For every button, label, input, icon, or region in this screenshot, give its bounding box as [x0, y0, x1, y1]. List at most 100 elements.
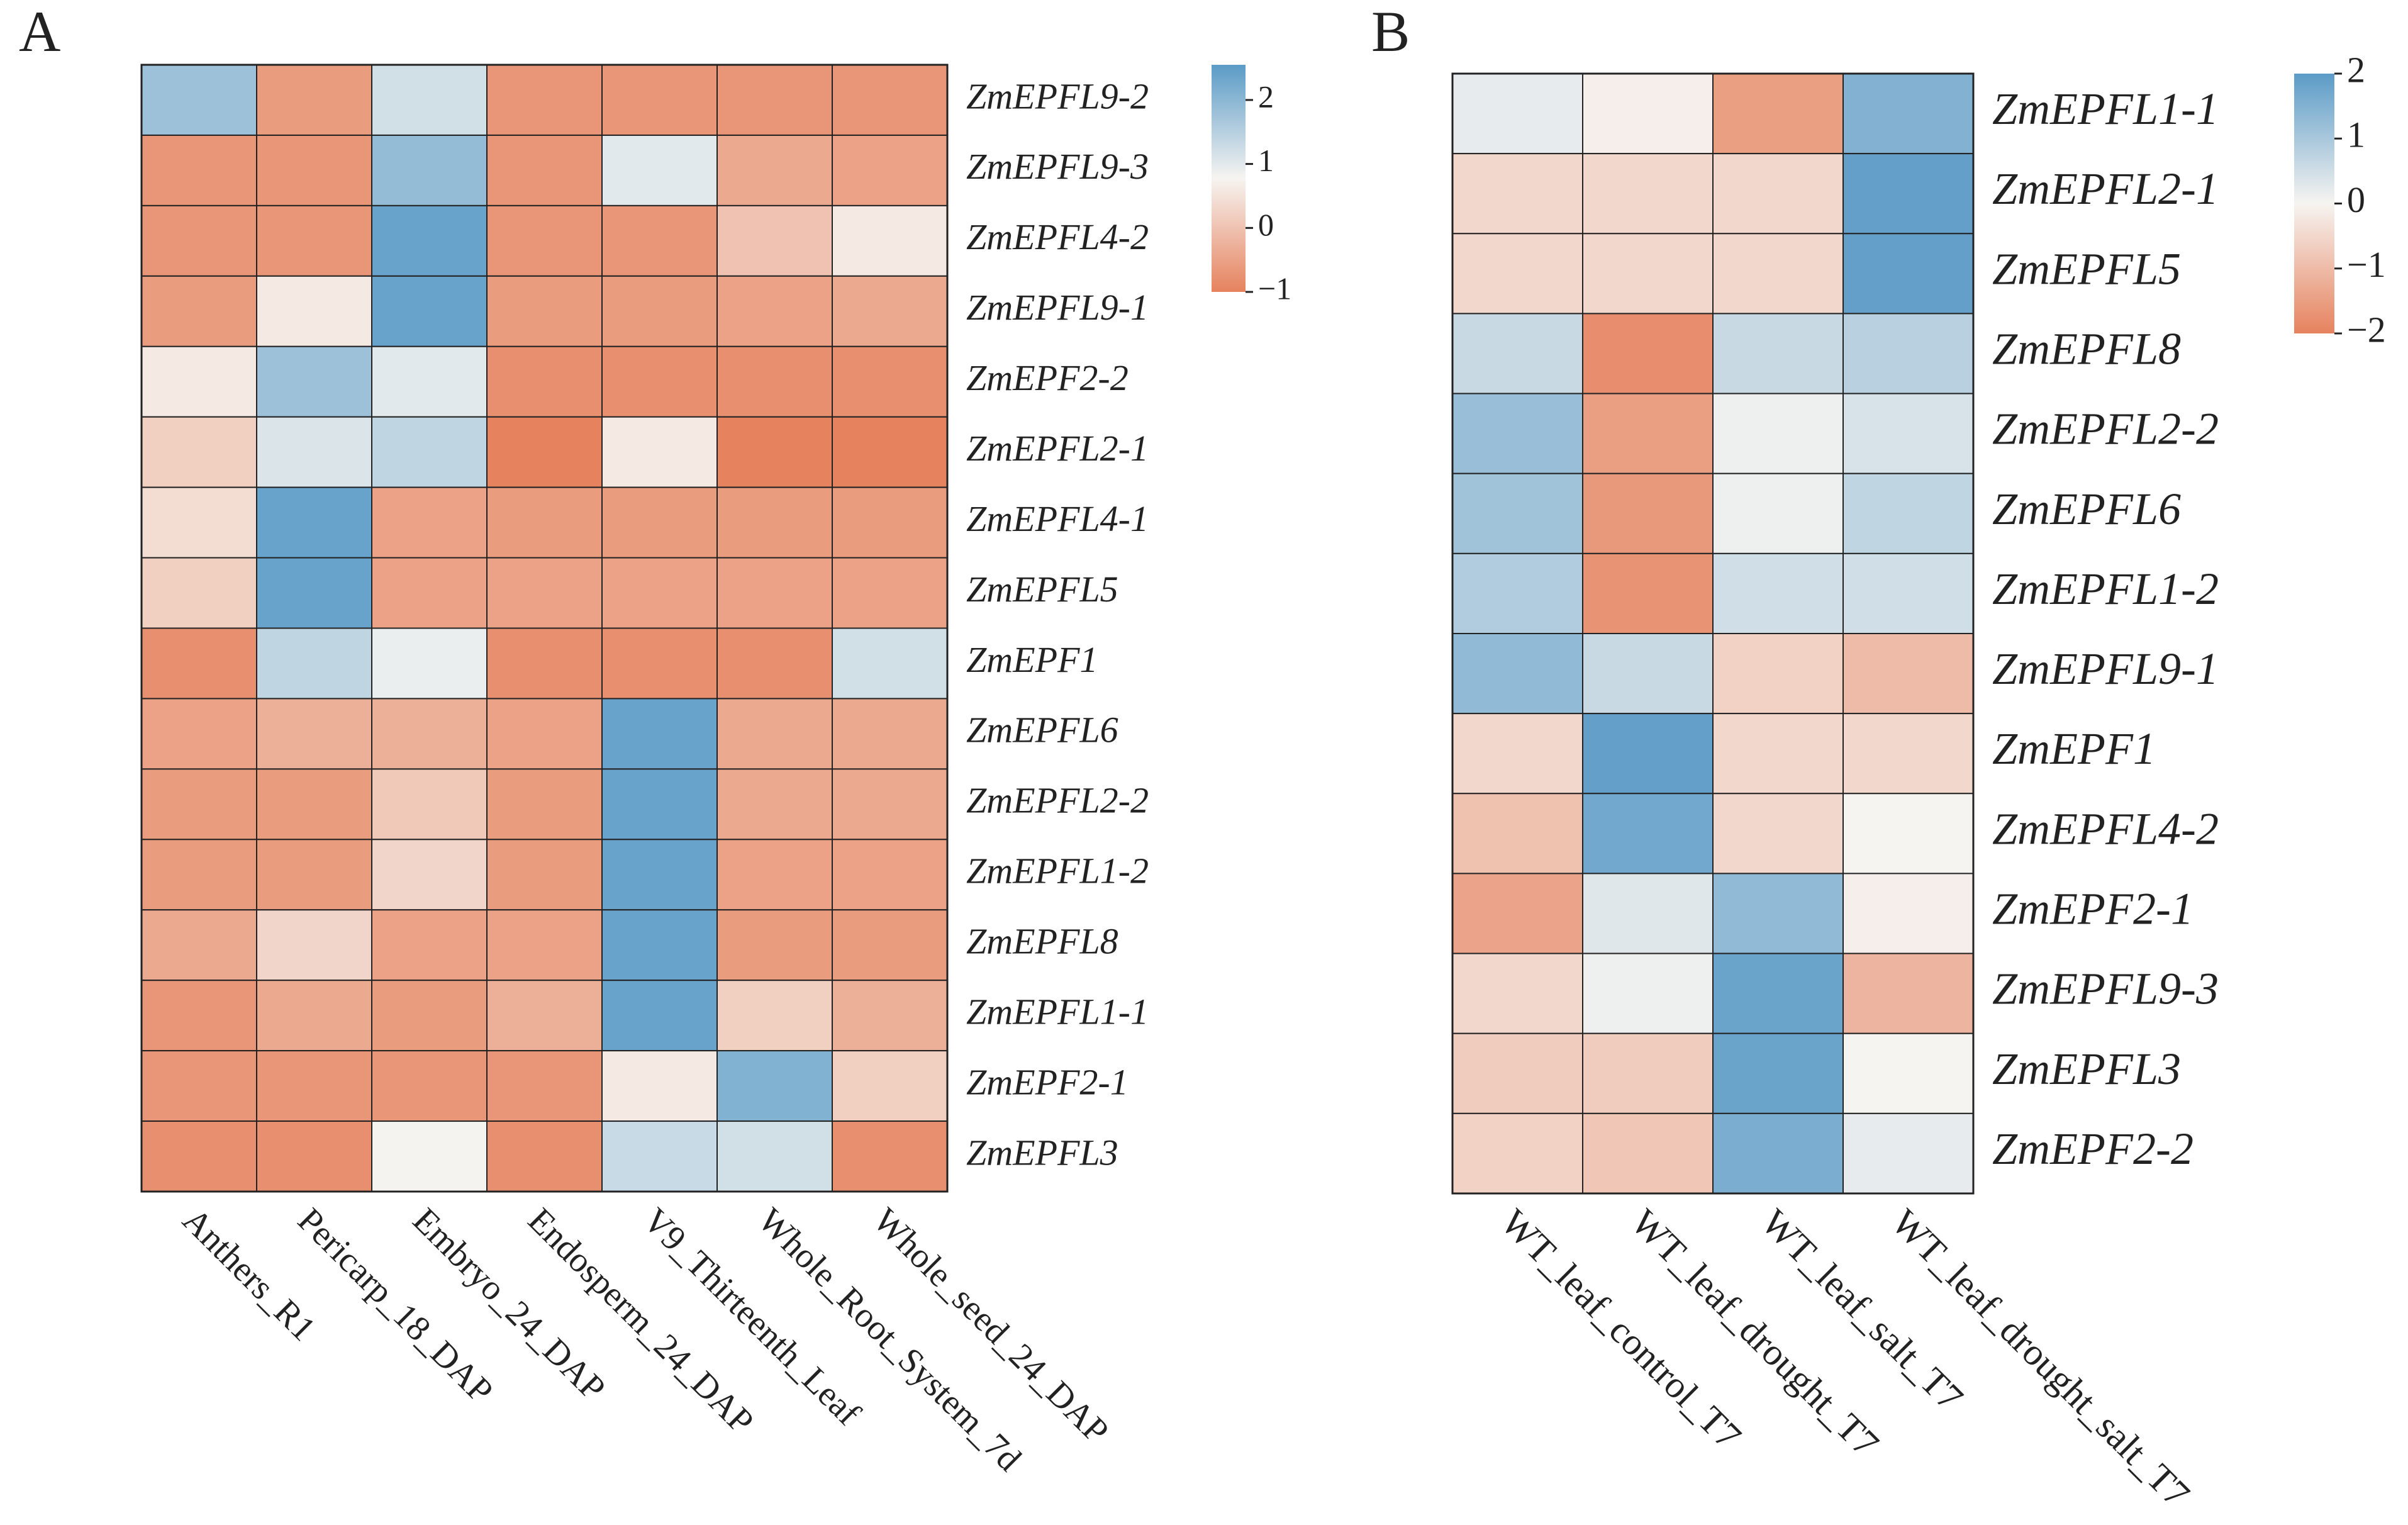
heatmap-cell	[1712, 713, 1844, 795]
heatmap-cell	[371, 204, 488, 277]
heatmap-cell	[832, 627, 948, 700]
heatmap-cell	[141, 557, 257, 629]
row-label: ZmEPF2-2	[966, 357, 1129, 398]
column-label: WT_leaf_control_T7	[1493, 1201, 1749, 1457]
heatmap-cell	[716, 204, 833, 277]
heatmap-cell	[716, 627, 833, 700]
heatmap-cell	[1842, 1112, 1974, 1195]
colorbar-tick-label: −2	[2347, 309, 2386, 350]
row-label: ZmEPFL5	[1992, 243, 2181, 294]
row-label: ZmEPF1	[1992, 723, 2156, 774]
heatmap-cell	[1712, 472, 1844, 554]
heatmap-cell	[256, 204, 372, 277]
heatmap-cell	[601, 204, 718, 277]
heatmap-cell	[1452, 73, 1583, 155]
heatmap-cell	[832, 1120, 948, 1192]
heatmap-cell	[371, 768, 488, 841]
column-label: Pericarp_18_DAP	[290, 1200, 500, 1410]
heatmap-cell	[141, 768, 257, 841]
row-label: ZmEPFL8	[966, 921, 1118, 962]
colorbar-tick-label: 2	[1258, 79, 1274, 114]
heatmap-cell	[371, 627, 488, 700]
heatmap-cell	[486, 980, 603, 1052]
heatmap-cell	[1842, 153, 1974, 235]
row-label: ZmEPFL1-2	[966, 851, 1149, 891]
heatmap-cell	[716, 64, 833, 136]
heatmap-cell	[1582, 552, 1714, 634]
heatmap-cell	[601, 345, 718, 418]
row-label: ZmEPFL9-1	[966, 287, 1149, 328]
heatmap-cell	[601, 839, 718, 911]
row-label: ZmEPFL3	[966, 1132, 1118, 1173]
row-label: ZmEPFL2-2	[1992, 404, 2219, 454]
heatmap-cell	[832, 275, 948, 347]
heatmap-cell	[256, 557, 372, 629]
heatmap-cell	[832, 909, 948, 981]
heatmap-cell	[371, 909, 488, 981]
heatmap-cell	[716, 134, 833, 206]
panel-label: A	[19, 0, 60, 64]
heatmap-cell	[601, 486, 718, 559]
heatmap-cell	[601, 557, 718, 629]
heatmap-cell	[1452, 952, 1583, 1034]
heatmap-cell	[1582, 793, 1714, 874]
heatmap-cell	[1452, 153, 1583, 235]
heatmap-cell	[601, 980, 718, 1052]
heatmap-cell	[141, 980, 257, 1052]
heatmap-cell	[141, 486, 257, 559]
heatmap-cell	[1452, 633, 1583, 715]
heatmap-cell	[832, 134, 948, 206]
heatmap-cell	[601, 134, 718, 206]
heatmap-cell	[1452, 873, 1583, 954]
heatmap-cell	[141, 839, 257, 911]
heatmap-cell	[716, 345, 833, 418]
heatmap-cell	[832, 416, 948, 488]
colorbar-tick-label: −1	[1258, 271, 1291, 306]
heatmap-cell	[832, 768, 948, 841]
heatmap-cell	[1712, 873, 1844, 954]
heatmap-cell	[832, 980, 948, 1052]
heatmap-cell	[1842, 393, 1974, 474]
heatmap-cell	[1582, 313, 1714, 394]
heatmap-cell	[601, 768, 718, 841]
heatmap-cell	[601, 64, 718, 136]
heatmap-cell	[716, 768, 833, 841]
heatmap-cell	[256, 275, 372, 347]
heatmap-cell	[371, 1050, 488, 1122]
heatmap-cell	[371, 416, 488, 488]
heatmap-cell	[1712, 952, 1844, 1034]
heatmap-cell	[716, 980, 833, 1052]
heatmap-cell	[716, 909, 833, 981]
heatmap-cell	[1842, 73, 1974, 155]
heatmap-cell	[371, 134, 488, 206]
row-label: ZmEPFL2-1	[966, 428, 1149, 469]
heatmap-cell	[601, 909, 718, 981]
row-label: ZmEPFL3	[1992, 1044, 2181, 1094]
heatmap-cell	[1842, 952, 1974, 1034]
column-label: V9_Thirteenth_Leaf	[635, 1200, 868, 1433]
heatmap-cell	[601, 275, 718, 347]
row-label: ZmEPFL1-2	[1992, 564, 2219, 614]
colorbar-tick-label: 1	[1258, 143, 1274, 178]
heatmap-cell	[256, 486, 372, 559]
row-label: ZmEPFL6	[966, 710, 1118, 751]
heatmap-cell	[1582, 1112, 1714, 1195]
heatmap-cell	[1452, 713, 1583, 795]
panel-label: B	[1371, 0, 1410, 64]
heatmap-cell	[1582, 393, 1714, 474]
heatmap-cell	[371, 486, 488, 559]
heatmap-cell	[1582, 233, 1714, 315]
heatmap-cell	[832, 557, 948, 629]
heatmap-cell	[371, 275, 488, 347]
heatmap-cell	[1712, 393, 1844, 474]
heatmap-cell	[256, 768, 372, 841]
heatmap-cell	[716, 1120, 833, 1192]
heatmap-cell	[1582, 952, 1714, 1034]
heatmap-cell	[601, 1050, 718, 1122]
heatmap-cell	[601, 416, 718, 488]
heatmap-cell	[1712, 313, 1844, 394]
heatmap-cell	[256, 698, 372, 770]
heatmap-cell	[716, 275, 833, 347]
heatmap-cell	[601, 1120, 718, 1192]
